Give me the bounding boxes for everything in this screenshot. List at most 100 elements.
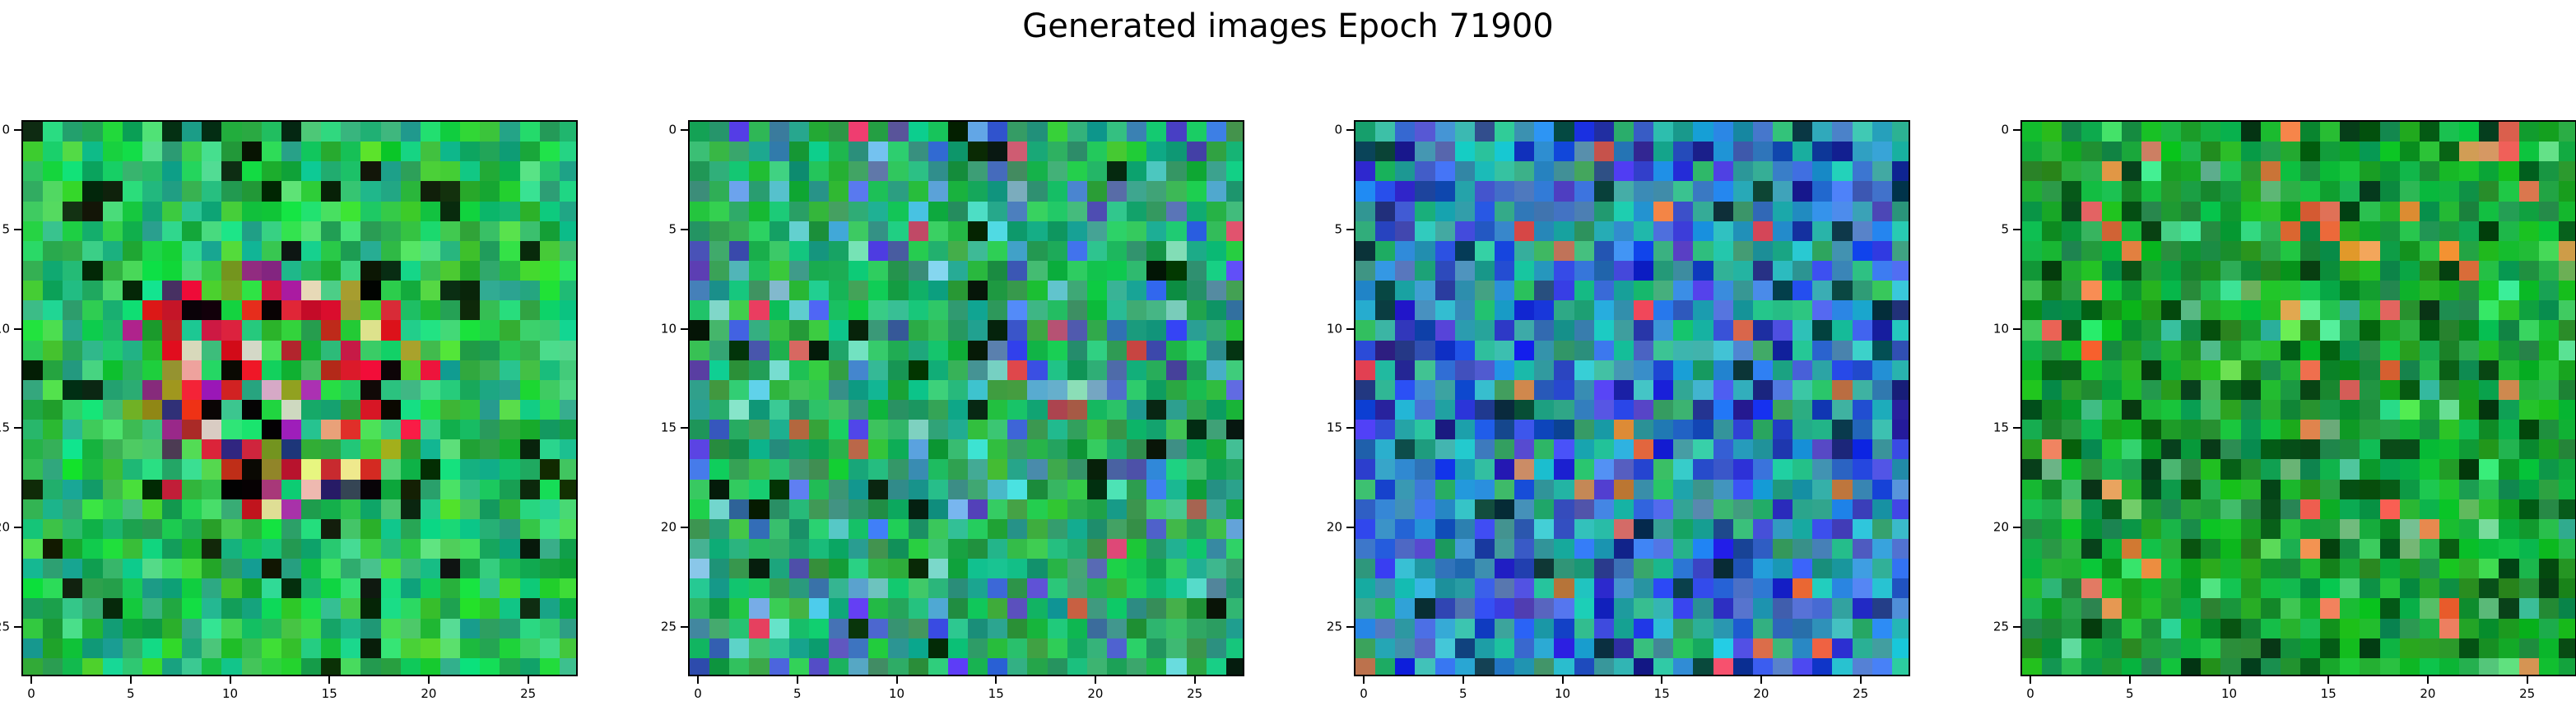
x-tick	[427, 676, 430, 684]
y-tick	[2013, 327, 2020, 330]
image-frame	[1354, 120, 1910, 676]
x-tick-label: 5	[1459, 686, 1467, 701]
y-tick	[681, 625, 688, 628]
x-tick-label: 15	[1653, 686, 1670, 701]
x-tick-label: 15	[2320, 686, 2337, 701]
x-tick	[129, 676, 132, 684]
y-tick	[1346, 228, 1354, 230]
y-tick-label: 10	[660, 321, 677, 336]
x-tick	[2030, 676, 2032, 684]
x-tick-label: 25	[520, 686, 537, 701]
y-tick	[14, 526, 21, 528]
y-tick-label: 0	[668, 122, 677, 137]
x-tick-label: 20	[1753, 686, 1769, 701]
x-tick	[1462, 676, 1464, 684]
x-tick-label: 0	[1360, 686, 1368, 701]
y-tick-label: 20	[0, 519, 10, 535]
x-tick-label: 20	[2420, 686, 2436, 701]
x-tick-label: 20	[421, 686, 437, 701]
y-tick	[14, 327, 21, 330]
x-tick	[229, 676, 231, 684]
image-panel-4: 0 5 10 15 20 25 0 5 10 15 20 25	[1993, 120, 2576, 700]
image-frame	[2020, 120, 2576, 676]
y-tick-label: 10	[1992, 321, 2009, 336]
y-tick-label: 25	[1326, 619, 1342, 634]
x-tick-label: 25	[1187, 686, 1203, 701]
image-panel-1: 0 5 10 15 20 25 0 5 10 15 20 25	[0, 120, 578, 700]
x-tick-label: 0	[2026, 686, 2034, 701]
y-tick	[2013, 625, 2020, 628]
x-tick-label: 0	[694, 686, 702, 701]
y-tick-label: 10	[0, 321, 10, 336]
x-tick-label: 5	[793, 686, 802, 701]
x-tick	[1094, 676, 1096, 684]
y-tick-label: 0	[2, 122, 10, 137]
y-tick-label: 10	[1326, 321, 1342, 336]
x-tick	[895, 676, 898, 684]
x-tick	[796, 676, 798, 684]
y-tick	[14, 129, 21, 132]
x-tick	[1193, 676, 1196, 684]
y-tick-label: 5	[2001, 221, 2009, 237]
x-tick-label: 15	[988, 686, 1004, 701]
y-tick-label: 25	[1992, 619, 2009, 634]
y-tick	[681, 129, 688, 132]
x-tick	[1859, 676, 1862, 684]
x-tick	[2327, 676, 2330, 684]
y-tick	[681, 526, 688, 528]
x-tick	[30, 676, 33, 684]
image-frame	[21, 120, 578, 676]
y-tick-label: 0	[2001, 122, 2009, 137]
y-tick	[1346, 625, 1354, 628]
y-tick	[2013, 526, 2020, 528]
x-tick-label: 10	[2220, 686, 2238, 701]
y-tick	[681, 427, 688, 429]
y-tick-label: 5	[668, 221, 677, 237]
x-tick-label: 5	[127, 686, 135, 701]
y-tick	[14, 625, 21, 628]
x-tick-label: 10	[1554, 686, 1571, 701]
y-tick	[1346, 129, 1354, 132]
generated-image-1	[23, 122, 576, 675]
x-tick-label: 25	[2519, 686, 2536, 701]
generated-image-4	[2022, 122, 2575, 675]
x-tick-label: 15	[321, 686, 337, 701]
generated-image-2	[690, 122, 1243, 675]
y-tick-label: 15	[1326, 420, 1342, 435]
y-tick-label: 20	[660, 519, 677, 535]
y-tick	[1346, 427, 1354, 429]
image-panel-2: 0 5 10 15 20 25 0 5 10 15 20 25	[661, 120, 1244, 700]
image-frame	[688, 120, 1244, 676]
image-panel-3: 0 5 10 15 20 25 0 5 10 15 20 25	[1327, 120, 1910, 700]
x-tick	[995, 676, 997, 684]
x-tick-label: 10	[221, 686, 239, 701]
x-tick-label: 5	[2126, 686, 2134, 701]
x-tick	[2128, 676, 2131, 684]
x-tick	[1661, 676, 1663, 684]
y-tick	[681, 327, 688, 330]
y-tick-label: 5	[2, 221, 10, 237]
y-tick-label: 0	[1334, 122, 1342, 137]
x-tick-label: 20	[1087, 686, 1104, 701]
y-tick	[2013, 228, 2020, 230]
x-tick	[2228, 676, 2230, 684]
y-tick-label: 20	[1992, 519, 2009, 535]
y-tick-label: 25	[0, 619, 10, 634]
x-tick-label: 0	[27, 686, 35, 701]
y-tick-label: 15	[660, 420, 677, 435]
x-tick	[328, 676, 331, 684]
y-tick	[2013, 427, 2020, 429]
y-tick-label: 5	[1334, 221, 1342, 237]
y-tick-label: 25	[660, 619, 677, 634]
figure-title: Generated images Epoch 71900	[1022, 7, 1554, 45]
y-tick	[2013, 129, 2020, 132]
y-tick-label: 15	[0, 420, 10, 435]
y-tick	[1346, 526, 1354, 528]
y-tick	[14, 427, 21, 429]
x-tick	[1760, 676, 1762, 684]
y-tick-label: 15	[1992, 420, 2009, 435]
x-tick	[697, 676, 700, 684]
x-tick-label: 10	[888, 686, 905, 701]
x-tick	[1363, 676, 1365, 684]
y-tick	[14, 228, 21, 230]
